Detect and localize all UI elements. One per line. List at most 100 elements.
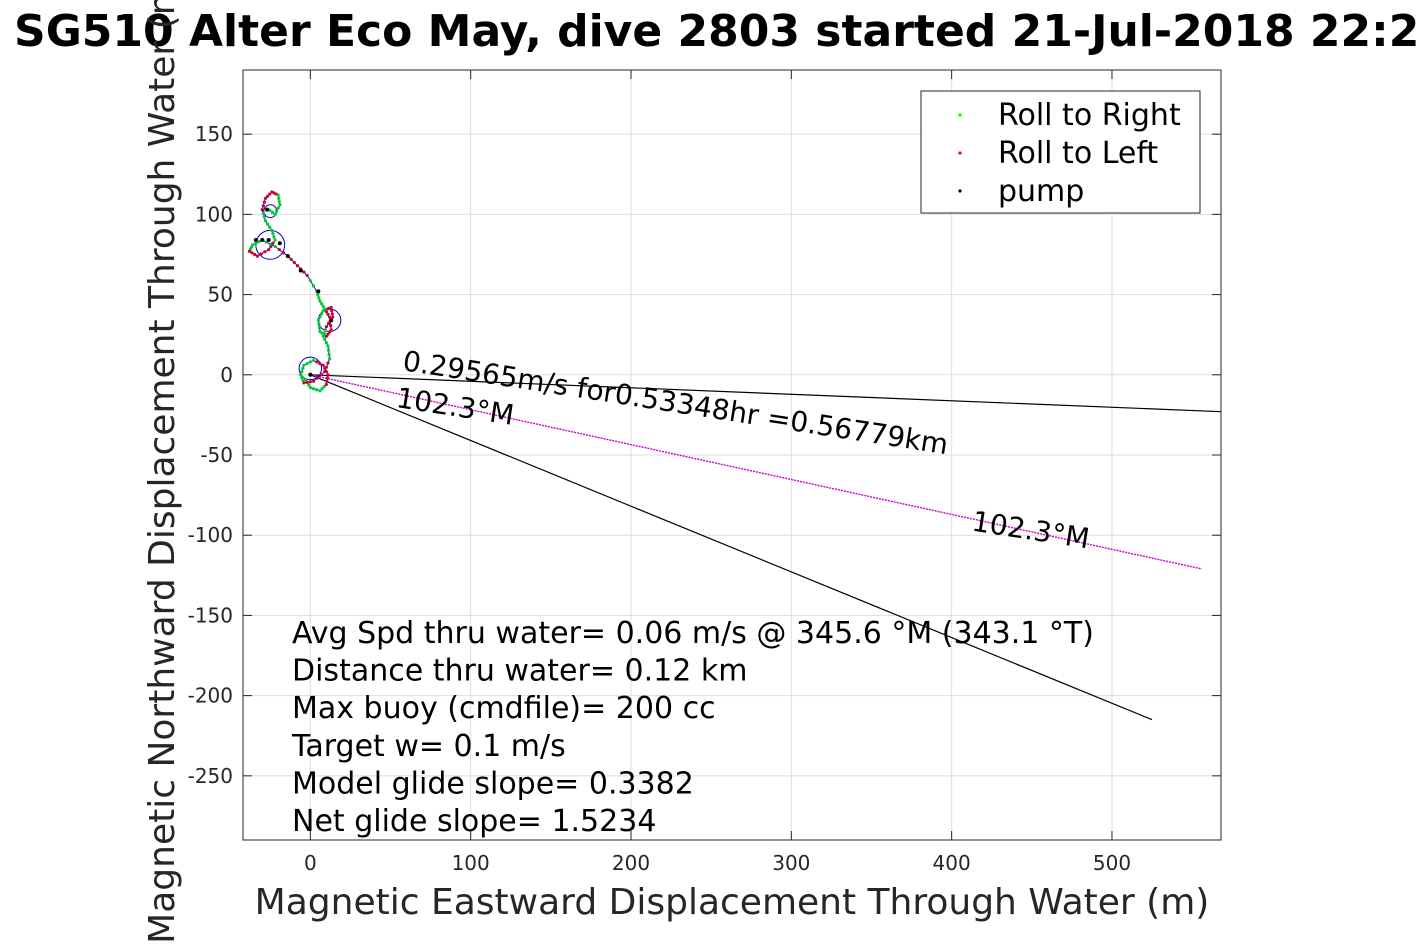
roll-right-point [318, 389, 322, 393]
roll-left-point [289, 257, 293, 261]
roll-right-point [327, 357, 332, 361]
pump-point [308, 372, 313, 377]
roll-right-point [305, 361, 309, 366]
pump-point [329, 318, 334, 323]
roll-right-point [316, 318, 320, 322]
roll-right-point [323, 337, 327, 342]
roll-left-point [330, 312, 334, 316]
legend-box [920, 90, 1201, 214]
roll-left-point [247, 249, 252, 253]
pump-point [265, 207, 270, 212]
roll-left-point [324, 325, 328, 329]
roll-right-point [311, 284, 316, 288]
roll-left-point [326, 373, 330, 377]
roll-left-point [268, 192, 272, 196]
roll-right-point [307, 383, 311, 387]
roll-left-point [330, 309, 334, 313]
roll-left-point [329, 328, 333, 332]
roll-right-point [326, 348, 331, 352]
roll-right-point [319, 312, 324, 316]
roll-left-point [329, 305, 333, 310]
x-tick-label: 100 [452, 851, 490, 875]
roll-right-point [323, 307, 327, 311]
current-circle [298, 356, 323, 381]
roll-right-point [262, 215, 266, 219]
roll-right-point [254, 241, 258, 245]
y-tick-label: -200 [188, 684, 233, 708]
roll-right-point [323, 328, 327, 332]
roll-left-point [319, 373, 323, 377]
roll-left-point [324, 310, 328, 314]
roll-left-point [263, 250, 267, 254]
roll-left-point [331, 315, 335, 319]
roll-right-point [277, 199, 281, 204]
data-layer [247, 190, 1222, 721]
roll-left-point [271, 241, 275, 245]
x-tick-label: 200 [612, 851, 650, 875]
roll-left-point [326, 306, 331, 311]
pump-point [285, 254, 290, 259]
roll-left-point [315, 360, 319, 364]
roll-right-point [276, 193, 280, 197]
roll-left-point [255, 254, 260, 258]
roll-left-point [260, 207, 264, 212]
roll-left-point [305, 380, 309, 384]
roll-left-point [295, 264, 300, 268]
pump-point [253, 238, 258, 243]
stats-line: Max buoy (cmdfile)= 200 cc [292, 691, 716, 726]
roll-right-point [327, 352, 331, 357]
y-tick-label: 100 [195, 202, 233, 226]
roll-right-point [273, 212, 277, 216]
roll-right-point [275, 209, 279, 213]
roll-right-point [311, 387, 316, 391]
roll-left-point [263, 196, 268, 200]
roll-right-point [257, 240, 261, 244]
y-axis-label: Magnetic Northward Displacement Through … [142, 0, 183, 944]
roll-left-point [323, 369, 327, 374]
legend-label-roll-left: Roll to Left [998, 136, 1158, 171]
roll-right-point [316, 292, 320, 297]
roll-left-point [315, 376, 319, 380]
roll-right-point [318, 299, 322, 303]
roll-right-point [261, 211, 265, 215]
roll-right-point [268, 225, 272, 229]
roll-left-point [259, 252, 263, 256]
legend: Roll to Right Roll to Left pump [920, 90, 1201, 214]
roll-left-point [325, 376, 330, 380]
roll-right-point [299, 373, 303, 377]
stats-line: Model glide slope= 0.3382 [292, 766, 694, 801]
roll-right-point [301, 378, 305, 382]
roll-left-point [282, 251, 286, 255]
roll-left-point [324, 382, 328, 387]
roll-left-point [269, 244, 273, 249]
roll-left-point [302, 381, 306, 385]
pump-point [266, 238, 271, 243]
x-tick-label: 500 [1093, 851, 1131, 875]
y-tick-label: -50 [200, 443, 233, 467]
chart-title: SG510 Alter Eco May, dive 2803 started 2… [14, 6, 1417, 57]
roll-left-point [261, 204, 265, 208]
legend-marker-roll-left [958, 151, 962, 155]
y-tick-label: -100 [188, 523, 233, 547]
x-axis-label: Magnetic Eastward Displacement Through W… [255, 882, 1210, 923]
y-tick-label: -150 [188, 603, 233, 627]
x-tick-label: 0 [304, 851, 317, 875]
roll-right-point [311, 358, 316, 362]
roll-right-point [263, 219, 268, 223]
reference-line [310, 374, 1222, 413]
y-tick-label: 50 [208, 283, 233, 307]
glider-track [248, 191, 334, 392]
roll-left-point [302, 270, 306, 274]
roll-right-point [317, 326, 322, 330]
pump-point [316, 289, 321, 294]
roll-right-point [308, 279, 312, 283]
roll-right-point [321, 304, 325, 308]
roll-right-point [301, 366, 305, 370]
y-tick-label: 150 [195, 122, 233, 146]
roll-right-point [326, 344, 330, 348]
x-tick-label: 400 [933, 851, 971, 875]
roll-right-point [317, 296, 321, 300]
roll-left-point [325, 379, 329, 383]
